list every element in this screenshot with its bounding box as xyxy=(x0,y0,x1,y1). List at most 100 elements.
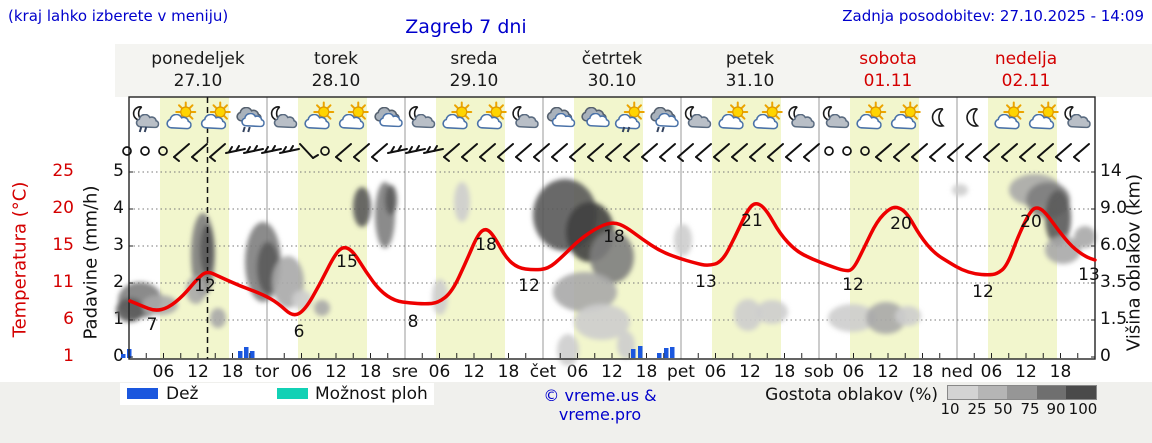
weather-icon-moon-cloud xyxy=(408,106,436,129)
rain-bar xyxy=(670,347,675,358)
weather-icon-sun-cloud xyxy=(718,101,749,130)
rain-legend-box xyxy=(120,383,272,405)
wind-barb-icon xyxy=(641,143,658,162)
precip-tick: 5 xyxy=(113,161,124,181)
day-header-date: 27.10 xyxy=(173,71,223,91)
last-update: Zadnja posodobitev: 27.10.2025 - 14:09 xyxy=(842,7,1144,25)
wind-barb-icon xyxy=(387,145,408,154)
temperature-value-label: 21 xyxy=(741,211,763,231)
weather-icon-moon-cloud xyxy=(788,106,815,129)
weather-icon-moon xyxy=(966,108,980,127)
wind-barb-icon xyxy=(767,143,784,162)
wind-barb-icon xyxy=(551,143,568,162)
temperature-value-label: 20 xyxy=(1020,212,1042,232)
x-axis-day-label: tor xyxy=(254,362,280,382)
wind-barb-icon xyxy=(299,143,319,159)
day-header-name: sobota xyxy=(859,49,917,69)
wind-barb-icon xyxy=(695,143,712,162)
x-axis-hour-label: 06 xyxy=(566,362,589,382)
x-axis-hour-label: 18 xyxy=(497,362,520,382)
weather-icon-cloud-drizzle xyxy=(236,107,265,133)
cloud-height-tick: 9.0 xyxy=(1100,198,1128,218)
day-header-name: sreda xyxy=(450,49,498,69)
wind-barb-icon xyxy=(983,143,1000,162)
weather-icon-moon-cloud xyxy=(822,106,850,129)
x-axis-day-label: čet xyxy=(529,362,557,382)
day-header-date: 28.10 xyxy=(311,71,361,91)
weather-icon-sun-cloud xyxy=(856,101,887,130)
daytime-band xyxy=(298,97,367,359)
weather-icon-sun-cloud xyxy=(304,101,335,130)
temperature-value-label: 12 xyxy=(842,275,864,295)
temp-tick: 25 xyxy=(52,161,74,181)
temp-tick: 6 xyxy=(63,309,74,329)
day-header-date: 30.10 xyxy=(587,71,637,91)
wind-barb-icon xyxy=(875,143,892,162)
x-axis-hour-label: 06 xyxy=(842,362,865,382)
wind-calm-icon xyxy=(122,146,132,156)
precip-tick: 1 xyxy=(113,309,124,329)
rain-legend-label: Dež xyxy=(166,384,199,404)
wind-barb-icon xyxy=(1019,143,1036,162)
rain-swatch xyxy=(127,388,158,399)
x-axis-hour-label: 18 xyxy=(1049,362,1072,382)
wind-barb-icon xyxy=(335,143,352,162)
day-header-date: 02.11 xyxy=(1001,71,1051,91)
wind-barb-icon xyxy=(225,145,246,154)
x-axis-day-label: sob xyxy=(803,362,835,382)
x-axis-hour-label: 06 xyxy=(704,362,727,382)
cloud-height-tick: 3.5 xyxy=(1100,272,1128,292)
wind-calm-icon xyxy=(158,146,168,156)
x-axis-hour-label: 12 xyxy=(1015,362,1037,382)
credit-link[interactable]: © vreme.us & vreme.pro xyxy=(543,386,657,424)
rain-bar xyxy=(657,353,662,358)
weather-icon-sun-cloud-drizzle xyxy=(615,101,645,133)
precip-tick: 3 xyxy=(113,235,124,255)
weather-icon-sun-cloud xyxy=(1029,101,1059,130)
density-tick: 10 xyxy=(940,400,960,418)
wind-barb-icon xyxy=(479,143,496,162)
wind-barb-icon xyxy=(461,143,478,162)
weather-icon-cloud xyxy=(374,107,403,128)
temperature-value-label: 18 xyxy=(603,227,625,247)
temperature-curve xyxy=(128,202,1097,317)
wind-barb-icon xyxy=(279,145,300,154)
weather-icon-moon-cloud xyxy=(512,106,539,129)
wind-barb-icon xyxy=(623,143,640,162)
weather-icon-cloud xyxy=(547,107,576,128)
temperature-value-label: 13 xyxy=(695,272,717,292)
wind-barb-icon xyxy=(1001,143,1018,162)
temperature-value-label: 7 xyxy=(147,315,158,335)
wind-barb-icon xyxy=(749,143,766,162)
x-axis-hour-label: 06 xyxy=(152,362,175,382)
wind-barb-icon xyxy=(947,143,964,162)
showers-swatch xyxy=(277,388,308,399)
density-tick: 90 xyxy=(1046,400,1066,418)
wind-barb-icon xyxy=(929,143,946,162)
wind-barb-icon xyxy=(785,143,802,162)
wind-barb-icon xyxy=(515,143,532,162)
density-tick: 100 xyxy=(1068,400,1098,418)
showers-legend-label: Možnost ploh xyxy=(315,384,428,404)
weather-icon-sun-cloud xyxy=(477,101,507,130)
x-axis-hour-label: 06 xyxy=(980,362,1003,382)
wind-barb-icon xyxy=(605,143,622,162)
x-axis-hour-label: 12 xyxy=(739,362,761,382)
day-header-date: 29.10 xyxy=(449,71,499,91)
x-axis-hour-label: 18 xyxy=(359,362,382,382)
rain-bar xyxy=(250,351,255,358)
cloud-height-tick: 6.0 xyxy=(1100,235,1128,255)
density-tick: 25 xyxy=(967,400,987,418)
rain-bar xyxy=(638,346,643,358)
wind-barb-icon xyxy=(191,143,208,162)
x-axis-hour-label: 12 xyxy=(187,362,209,382)
wind-barb-icon xyxy=(353,143,370,162)
day-headers: ponedeljek 27.10 torek 28.10 sreda 29.10 četrt… xyxy=(115,44,1152,97)
weather-icon-sun-cloud xyxy=(201,101,231,130)
weather-icon-moon-cloud xyxy=(270,106,298,129)
weather-icon-moon xyxy=(931,108,945,127)
weather-icon-sun-cloud xyxy=(994,101,1025,130)
weather-icon-sun-cloud xyxy=(166,101,197,130)
temp-tick: 1 xyxy=(63,346,74,366)
